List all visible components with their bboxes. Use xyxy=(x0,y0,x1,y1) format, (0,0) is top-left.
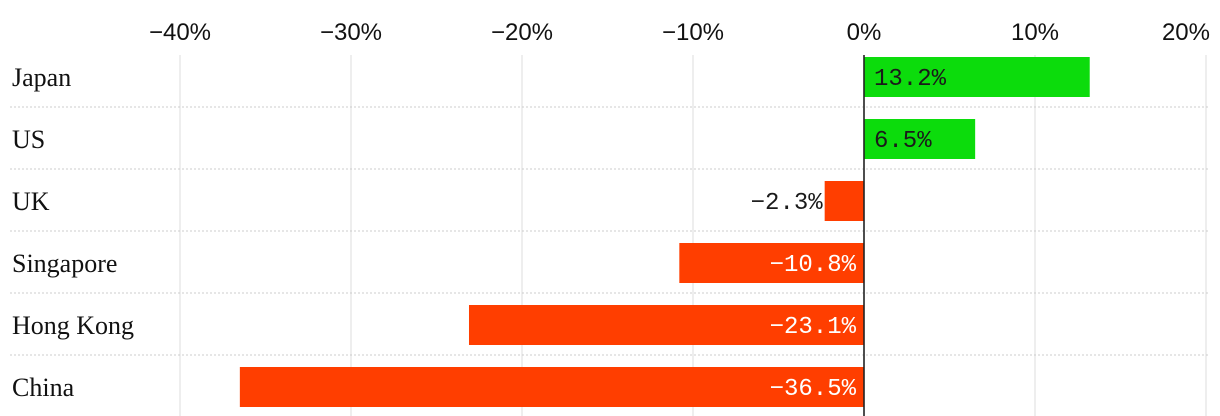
value-labels: 13.2% 6.5% −2.3% −10.8% −23.1% −36.5% xyxy=(751,66,947,403)
grid-lines xyxy=(179,55,1207,416)
bar-china xyxy=(239,367,865,407)
x-tick-label: 20% xyxy=(1162,19,1210,46)
bars xyxy=(239,57,1090,407)
category-label: US xyxy=(12,125,45,154)
category-labels: Japan US UK Singapore Hong Kong China xyxy=(12,63,134,402)
row-separators xyxy=(10,106,1210,356)
value-label: 6.5% xyxy=(874,128,932,155)
bar-us xyxy=(864,119,976,159)
x-axis-ticks: −40% −30% −20% −10% 0% 10% 20% xyxy=(149,19,1210,46)
category-label: UK xyxy=(12,187,50,216)
x-tick-label: 10% xyxy=(1011,19,1059,46)
category-label: Singapore xyxy=(12,249,117,278)
value-label: 13.2% xyxy=(874,66,947,93)
bar-japan xyxy=(864,57,1090,97)
category-label: China xyxy=(12,373,75,402)
x-tick-label: −30% xyxy=(320,19,382,46)
category-label: Japan xyxy=(12,63,71,92)
bar-hong-kong xyxy=(468,305,864,345)
category-label: Hong Kong xyxy=(12,311,134,340)
x-tick-label: −10% xyxy=(662,19,724,46)
value-label: −23.1% xyxy=(770,314,857,341)
value-label: −36.5% xyxy=(770,376,857,403)
x-tick-label: −20% xyxy=(491,19,553,46)
bar-singapore xyxy=(679,243,864,283)
value-label: −2.3% xyxy=(751,190,824,217)
value-label: −10.8% xyxy=(770,252,857,279)
bar-uk xyxy=(824,181,864,221)
x-tick-label: −40% xyxy=(149,19,211,46)
x-tick-label: 0% xyxy=(847,19,882,46)
